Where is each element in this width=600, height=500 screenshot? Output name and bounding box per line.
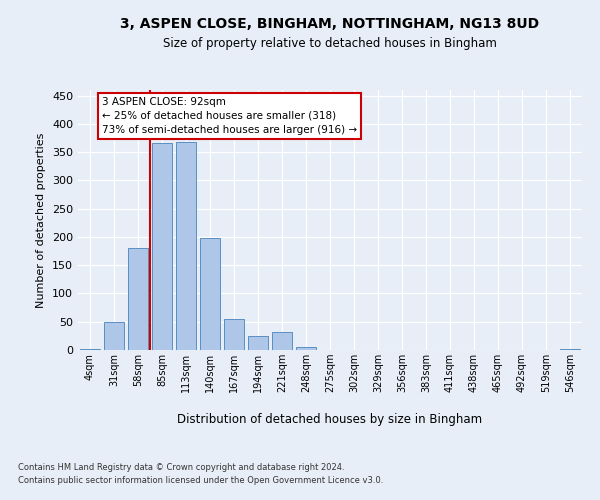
Text: Contains HM Land Registry data © Crown copyright and database right 2024.: Contains HM Land Registry data © Crown c… <box>18 462 344 471</box>
Bar <box>128 248 148 350</box>
Bar <box>104 322 124 350</box>
Text: Size of property relative to detached houses in Bingham: Size of property relative to detached ho… <box>163 38 497 51</box>
Text: Distribution of detached houses by size in Bingham: Distribution of detached houses by size … <box>178 412 482 426</box>
Bar <box>176 142 196 350</box>
Bar <box>80 349 100 350</box>
Text: 3 ASPEN CLOSE: 92sqm
← 25% of detached houses are smaller (318)
73% of semi-deta: 3 ASPEN CLOSE: 92sqm ← 25% of detached h… <box>102 97 357 135</box>
Bar <box>248 336 268 350</box>
Y-axis label: Number of detached properties: Number of detached properties <box>37 132 46 308</box>
Text: Contains public sector information licensed under the Open Government Licence v3: Contains public sector information licen… <box>18 476 383 485</box>
Bar <box>224 320 244 350</box>
Bar <box>296 347 316 350</box>
Bar <box>200 238 220 350</box>
Bar <box>152 143 172 350</box>
Bar <box>272 332 292 350</box>
Text: 3, ASPEN CLOSE, BINGHAM, NOTTINGHAM, NG13 8UD: 3, ASPEN CLOSE, BINGHAM, NOTTINGHAM, NG1… <box>121 18 539 32</box>
